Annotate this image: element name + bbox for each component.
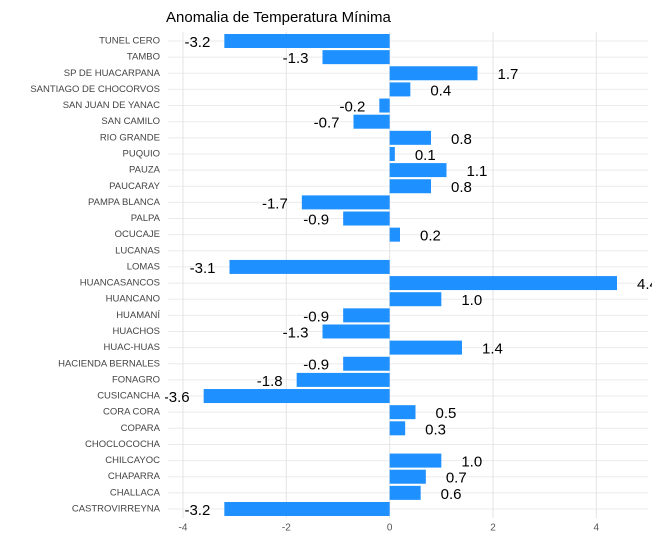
bar	[229, 259, 390, 274]
y-tick-label: CHALLACA	[110, 487, 161, 498]
bar	[389, 453, 442, 468]
bar	[389, 130, 431, 145]
value-label: -0.2	[339, 99, 365, 116]
x-tick-label: -4	[179, 523, 188, 534]
value-label: -1.8	[257, 373, 283, 390]
value-label: 1.0	[461, 292, 482, 309]
y-tick-label: HUAC-HUAS	[104, 342, 160, 353]
grid	[167, 32, 648, 518]
y-tick-label: COPARA	[121, 423, 161, 434]
bar	[322, 324, 390, 339]
value-label: 1.4	[482, 341, 503, 358]
y-tick-label: HUANCANO	[106, 294, 160, 305]
y-tick-label: PUQUIO	[123, 148, 160, 159]
value-label: 0.2	[420, 228, 441, 245]
value-label: 1.1	[467, 163, 488, 180]
bar	[389, 227, 400, 242]
y-tick-label: CORA CORA	[103, 407, 161, 418]
y-tick-label: LOMAS	[127, 261, 160, 272]
y-tick-label: OCUCAJE	[115, 229, 160, 240]
value-label: 0.1	[415, 147, 436, 164]
x-tick-label: 0	[387, 523, 393, 534]
x-tick-label: 2	[490, 523, 496, 534]
bar	[203, 389, 390, 404]
y-tick-label: HUAMANÍ	[116, 310, 160, 321]
bar	[389, 146, 395, 161]
y-tick-label: PALPA	[131, 213, 161, 224]
bar	[296, 372, 390, 387]
value-label: 0.7	[446, 470, 467, 487]
bar	[301, 195, 390, 210]
bar	[224, 502, 390, 516]
bar	[389, 485, 421, 500]
bar	[343, 211, 390, 226]
y-tick-label: FONAGRO	[112, 374, 160, 385]
value-label: -1.3	[283, 324, 309, 341]
bar	[343, 308, 390, 323]
y-tick-label: HUANCASANCOS	[80, 278, 160, 289]
value-label: -3.1	[190, 260, 216, 277]
y-tick-label: LUCANAS	[115, 245, 160, 256]
value-label: -0.9	[303, 308, 329, 325]
y-tick-label: TAMBO	[127, 52, 160, 63]
value-label: 1.7	[498, 66, 519, 83]
value-label: -0.9	[303, 357, 329, 374]
value-label: -1.7	[262, 195, 288, 212]
bar	[389, 276, 617, 291]
bar	[389, 163, 447, 178]
bar	[389, 405, 416, 420]
y-tick-label: SAN CAMILO	[101, 116, 160, 127]
value-labels: -3.2-1.31.70.4-0.2-0.70.80.11.10.8-1.7-0…	[164, 34, 652, 519]
y-tick-label: CHOCLOCOCHA	[85, 439, 161, 450]
value-label: 0.4	[430, 82, 451, 99]
bar	[389, 340, 462, 355]
value-label: -0.7	[314, 115, 340, 132]
value-label: -3.6	[164, 389, 190, 406]
y-tick-label: CHAPARRA	[108, 471, 161, 482]
bar	[389, 82, 411, 97]
value-label: 0.8	[451, 179, 472, 196]
bar	[379, 98, 390, 113]
bar	[224, 34, 390, 48]
y-tick-label: PAMPA BLANCA	[88, 197, 161, 208]
x-tick-label: -2	[282, 523, 291, 534]
bar	[353, 114, 390, 129]
bar	[389, 179, 431, 194]
bar	[389, 469, 426, 484]
bar	[343, 356, 390, 371]
value-label: 0.3	[425, 421, 446, 438]
y-tick-label: SAN JUAN DE YANAC	[63, 100, 160, 111]
value-label: 1.0	[461, 454, 482, 471]
y-tick-label: SANTIAGO DE CHOCORVOS	[30, 84, 160, 95]
bar	[389, 421, 406, 436]
bar	[389, 292, 442, 307]
y-tick-label: CHILCAYOC	[105, 455, 160, 466]
y-tick-label: SP DE HUACARPANA	[64, 68, 161, 79]
value-label: 0.6	[441, 486, 462, 503]
bar	[389, 66, 478, 81]
y-tick-label: RIO GRANDE	[100, 132, 160, 143]
y-tick-label: TUNEL CERO	[99, 36, 160, 47]
value-label: 0.5	[436, 405, 457, 422]
value-label: -3.2	[184, 502, 210, 519]
y-tick-label: PAUCARAY	[109, 181, 161, 192]
y-tick-label: HUACHOS	[112, 326, 160, 337]
bar	[322, 50, 390, 65]
y-tick-label: CASTROVIRREYNA	[72, 504, 161, 515]
value-label: -1.3	[283, 50, 309, 67]
bars	[203, 34, 617, 516]
value-label: 4.4	[637, 276, 652, 293]
value-label: -3.2	[184, 34, 210, 51]
y-tick-label: CUSICANCHA	[97, 391, 160, 402]
value-label: -0.9	[303, 211, 329, 228]
value-label: 0.8	[451, 131, 472, 148]
y-tick-label: HACIENDA BERNALES	[58, 358, 160, 369]
chart-title: Anomalia de Temperatura Mínima	[166, 9, 391, 26]
x-tick-label: 4	[594, 523, 600, 534]
y-tick-label: PAUZA	[129, 165, 161, 176]
